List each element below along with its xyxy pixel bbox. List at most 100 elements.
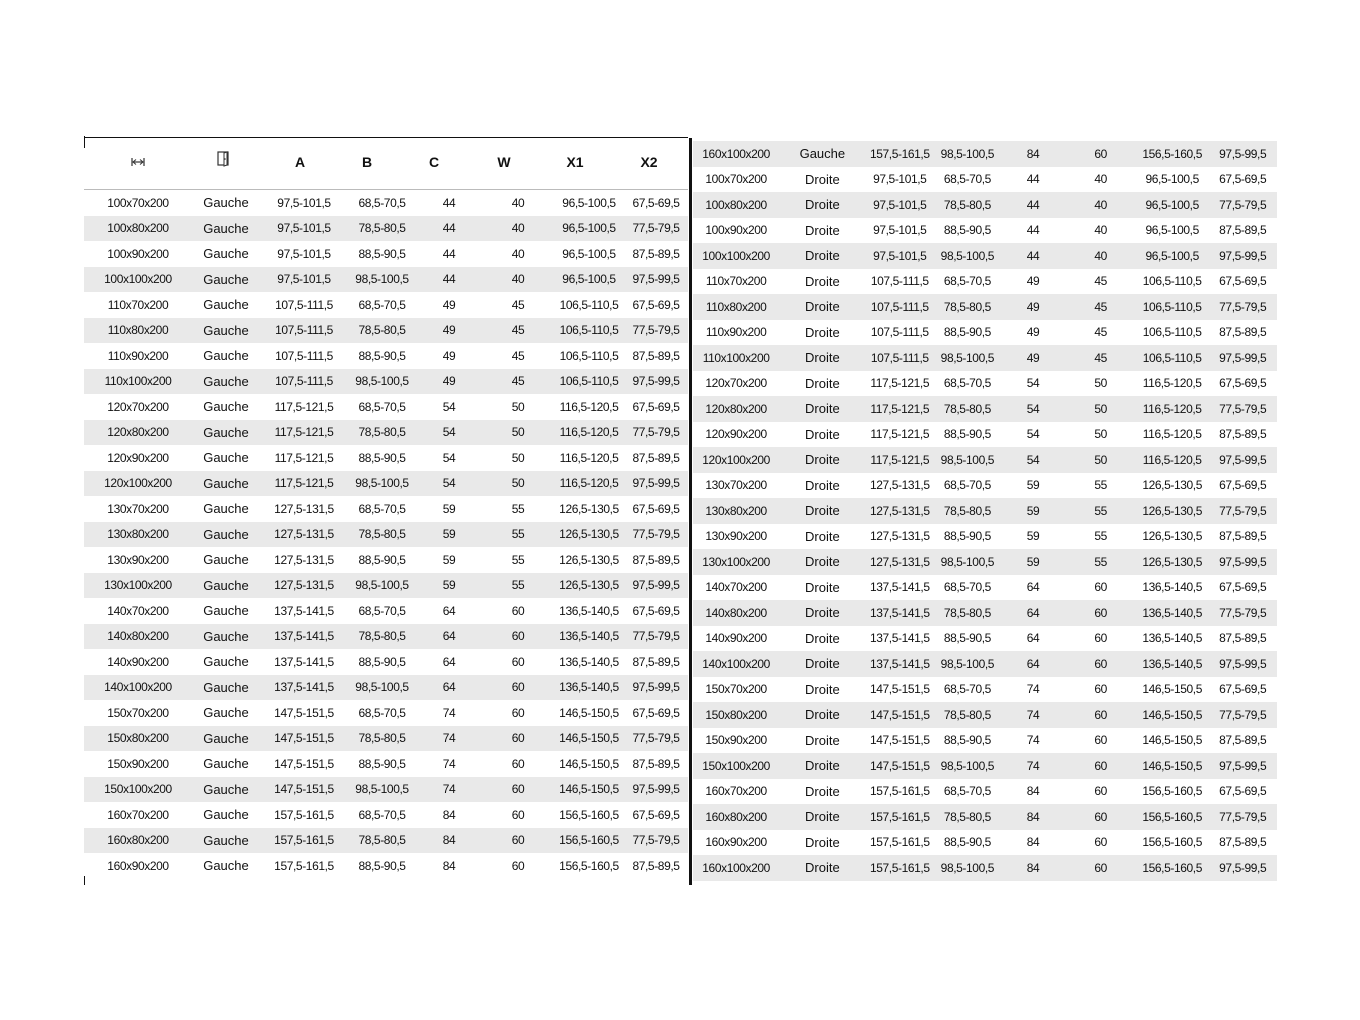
table-row: 110x90x200 Gauche 107,5-111,5 88,5-90,5 49 45…	[84, 343, 688, 369]
cell-b: 68,5-70,5	[358, 501, 406, 516]
cell-c: 54	[1026, 376, 1040, 391]
cell-side: Droite	[805, 860, 840, 876]
cell-a: 157,5-161,5	[869, 835, 930, 850]
cell-a: 157,5-161,5	[869, 784, 930, 799]
cell-c: 59	[442, 527, 456, 542]
cell-w: 60	[511, 705, 525, 720]
cell-x1: 126,5-130,5	[1142, 554, 1202, 569]
cell-c: 44	[442, 246, 456, 261]
cell-side: Gauche	[203, 322, 249, 338]
cell-c: 84	[1026, 784, 1040, 799]
cell-a: 147,5-151,5	[869, 682, 930, 697]
cell-size: 110x70x200	[107, 297, 169, 312]
cell-x1: 146,5-150,5	[559, 782, 619, 797]
cell-x2: 87,5-89,5	[1219, 427, 1267, 442]
cell-x2: 67,5-69,5	[632, 501, 680, 516]
cell-a: 97,5-101,5	[277, 221, 331, 236]
cell-x1: 146,5-150,5	[1142, 758, 1202, 773]
cell-c: 59	[442, 552, 456, 567]
cell-c: 74	[1026, 733, 1040, 748]
cell-x2: 77,5-79,5	[632, 221, 680, 236]
cell-a: 97,5-101,5	[277, 272, 331, 287]
cell-x2: 97,5-99,5	[632, 374, 680, 389]
cell-a: 157,5-161,5	[869, 146, 930, 161]
cell-b: 68,5-70,5	[943, 478, 992, 493]
cell-x1: 106,5-110,5	[559, 348, 619, 363]
cell-x2: 97,5-99,5	[1219, 554, 1267, 569]
cell-x2: 97,5-99,5	[1219, 860, 1267, 875]
cell-w: 50	[1094, 401, 1107, 416]
table-row: 100x90x200 Droite 97,5-101,5 88,5-90,5 44 40 9…	[693, 218, 1277, 244]
cell-side: Gauche	[203, 756, 249, 772]
cell-a: 117,5-121,5	[870, 401, 930, 416]
cell-w: 55	[511, 578, 525, 593]
cell-size: 130x100x200	[104, 578, 172, 593]
cell-b: 88,5-90,5	[943, 631, 992, 646]
cell-x2: 67,5-69,5	[1219, 784, 1267, 799]
cell-x2: 77,5-79,5	[632, 527, 680, 542]
cell-w: 60	[511, 782, 525, 797]
cell-x2: 77,5-79,5	[1219, 401, 1267, 416]
cell-side: Droite	[805, 477, 840, 493]
table-row: 100x100x200 Gauche 97,5-101,5 98,5-100,5 44 4…	[84, 266, 688, 292]
table-row: 140x80x200 Droite 137,5-141,5 78,5-80,5 64 60…	[693, 600, 1277, 626]
table-row: 140x90x200 Droite 137,5-141,5 88,5-90,5 64 60…	[693, 626, 1277, 652]
cell-side: Gauche	[203, 271, 249, 287]
cell-x2: 67,5-69,5	[1219, 478, 1267, 493]
cell-c: 59	[442, 578, 456, 593]
cell-size: 100x90x200	[705, 223, 767, 238]
cell-x1: 96,5-100,5	[1145, 223, 1199, 238]
cell-side: Droite	[805, 630, 840, 646]
cell-size: 160x100x200	[702, 146, 770, 161]
cell-x2: 97,5-99,5	[632, 782, 680, 797]
cell-b: 68,5-70,5	[358, 297, 406, 312]
cell-x2: 87,5-89,5	[1219, 733, 1267, 748]
cell-x2: 67,5-69,5	[1219, 376, 1267, 391]
cell-size: 100x100x200	[702, 248, 770, 263]
table-row: 130x70x200 Gauche 127,5-131,5 68,5-70,5 59 55…	[84, 496, 688, 522]
cell-size: 110x80x200	[705, 299, 767, 314]
cell-a: 137,5-141,5	[274, 654, 334, 669]
table-row: 150x70x200 Droite 147,5-151,5 68,5-70,5 74 60…	[693, 677, 1277, 703]
cell-size: 160x80x200	[107, 833, 169, 848]
cell-x1: 96,5-100,5	[1145, 248, 1199, 263]
cell-w: 60	[511, 680, 525, 695]
table-row: 130x100x200 Gauche 127,5-131,5 98,5-100,5 59…	[84, 572, 688, 598]
cell-b: 98,5-100,5	[355, 374, 409, 389]
cell-x1: 106,5-110,5	[1142, 350, 1202, 365]
cell-size: 100x70x200	[107, 195, 169, 210]
cell-side: Gauche	[203, 246, 249, 262]
cell-w: 60	[511, 629, 525, 644]
table-row: 140x100x200 Gauche 137,5-141,5 98,5-100,5 64…	[84, 674, 688, 700]
cell-b: 78,5-80,5	[943, 503, 992, 518]
cell-w: 50	[511, 450, 525, 465]
cell-side: Droite	[805, 834, 840, 850]
cell-x2: 87,5-89,5	[632, 654, 680, 669]
cell-size: 130x80x200	[705, 503, 767, 518]
cell-b: 78,5-80,5	[358, 833, 406, 848]
cell-w: 45	[1094, 274, 1107, 289]
cell-x1: 126,5-130,5	[1142, 503, 1202, 518]
cell-size: 160x100x200	[702, 860, 770, 875]
cell-c: 84	[1026, 860, 1040, 875]
cell-w: 60	[1094, 733, 1107, 748]
cell-c: 54	[442, 476, 456, 491]
cell-a: 157,5-161,5	[274, 807, 334, 822]
cell-side: Droite	[805, 171, 840, 187]
cell-w: 40	[511, 221, 525, 236]
cell-c: 59	[442, 501, 456, 516]
cell-b: 78,5-80,5	[358, 221, 406, 236]
cell-w: 60	[1094, 656, 1107, 671]
table-body: 100x70x200 Gauche 97,5-101,5 68,5-70,5 44 40 9…	[84, 190, 688, 879]
cell-w: 55	[511, 527, 525, 542]
cell-x2: 87,5-89,5	[1219, 835, 1267, 850]
cell-a: 97,5-101,5	[873, 248, 927, 263]
cell-c: 74	[442, 782, 456, 797]
table-row: 140x80x200 Gauche 137,5-141,5 78,5-80,5 64 60…	[84, 623, 688, 649]
table-row: 160x100x200 Gauche 157,5-161,5 98,5-100,5 84…	[693, 141, 1277, 167]
cell-x2: 97,5-99,5	[632, 272, 680, 287]
cell-b: 98,5-100,5	[355, 782, 409, 797]
cell-a: 127,5-131,5	[274, 552, 334, 567]
cell-a: 117,5-121,5	[870, 376, 930, 391]
cell-c: 64	[442, 629, 456, 644]
